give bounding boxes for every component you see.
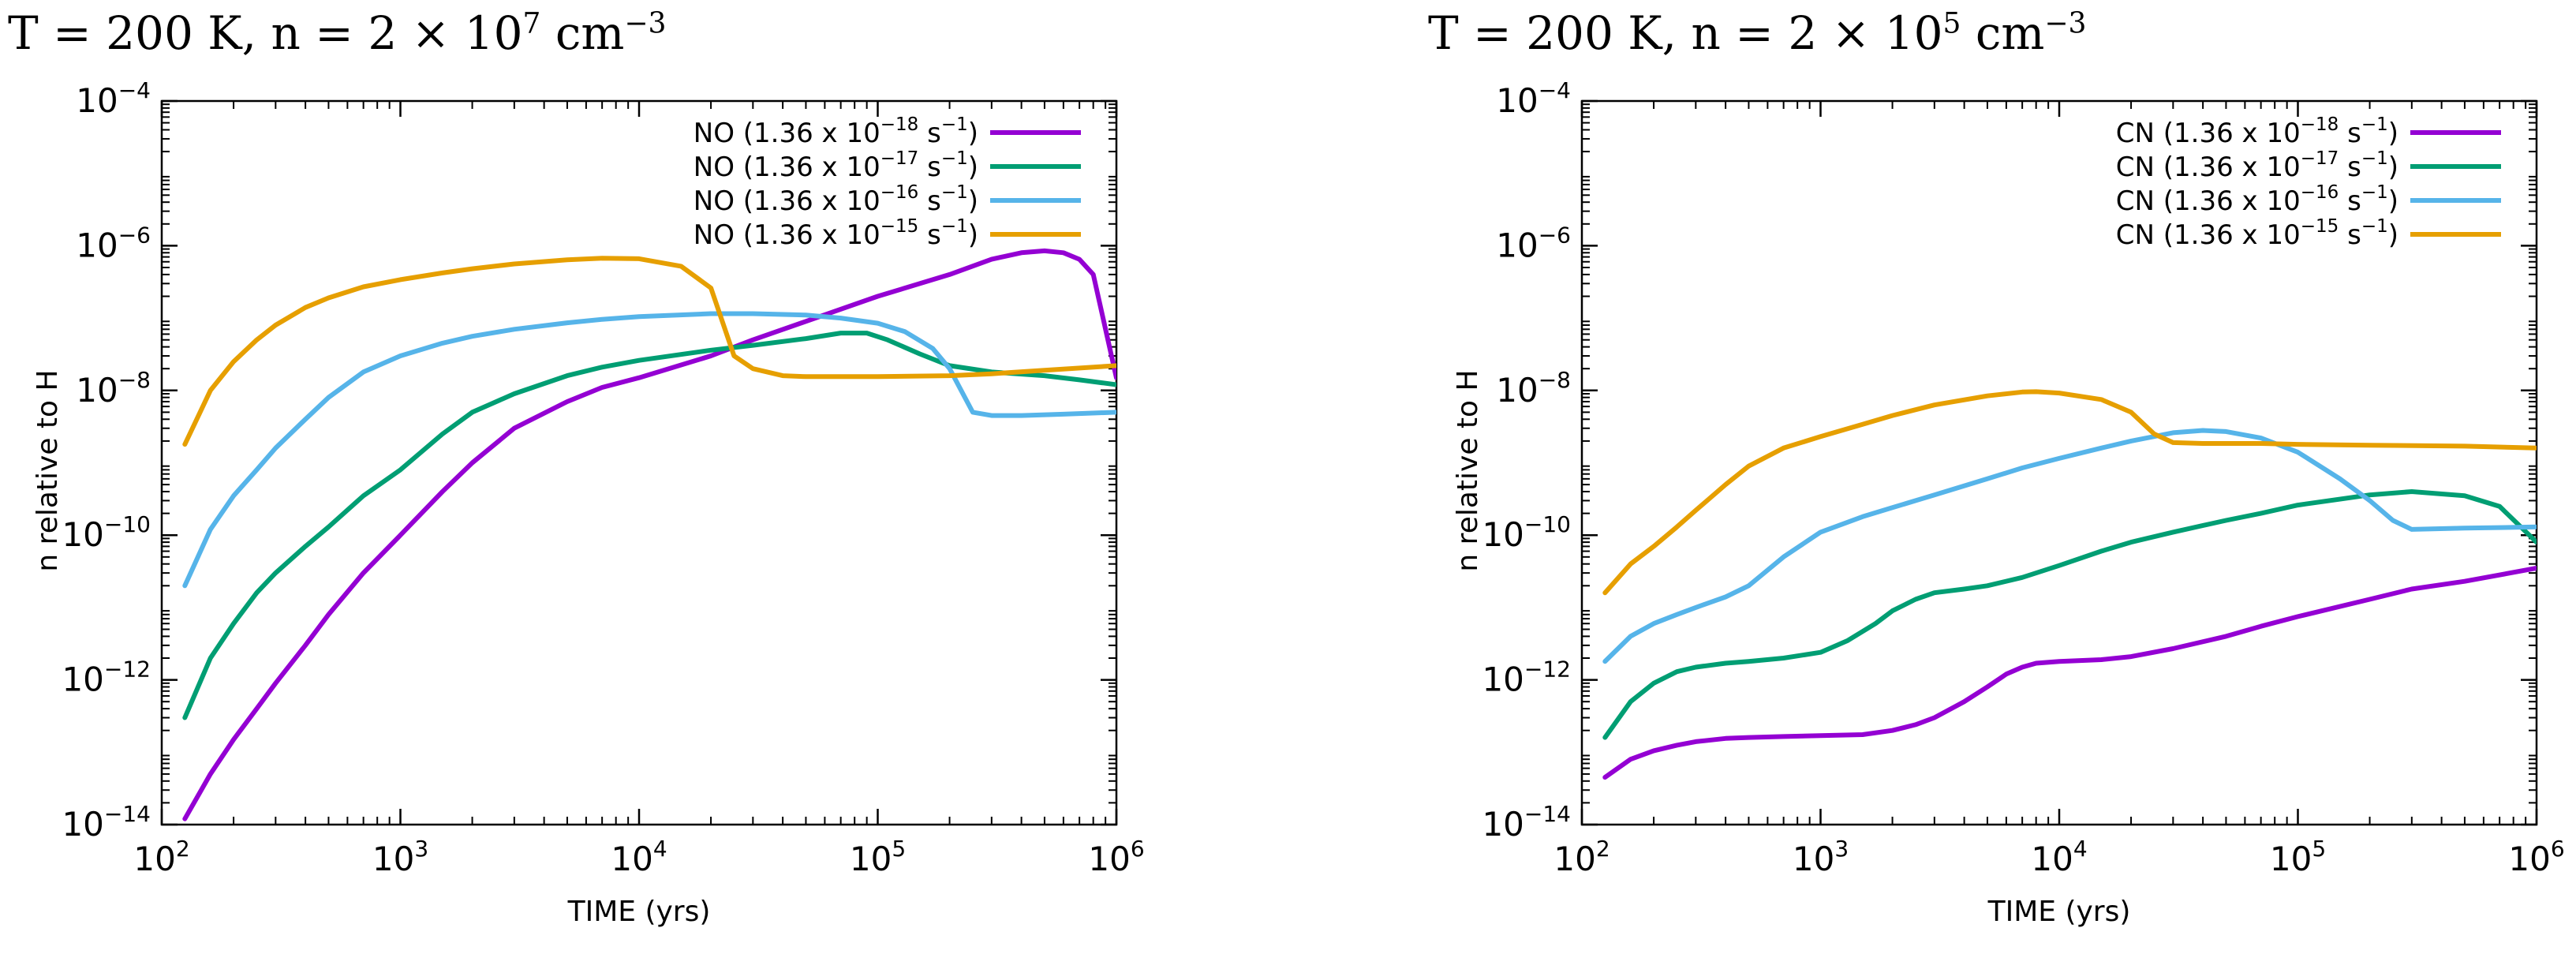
x-tick-label: 104	[611, 836, 667, 878]
series-line-3	[1602, 389, 2537, 596]
legend-label-1: NO (1.36 x 10−17 s−1)	[694, 148, 978, 183]
series-line-2	[182, 311, 1116, 589]
y-tick-label: 10−14	[1482, 801, 1571, 844]
chart-panel-right: T = 200 K, n = 2 × 105 cm−3 102 103 104 105…	[1420, 0, 2576, 954]
y-tick-label: 10−6	[1496, 222, 1571, 264]
chart-panel-left: T = 200 K, n = 2 × 107 cm−3 102 103 104 105…	[0, 0, 1262, 954]
x-tick-label: 106	[2508, 836, 2564, 878]
series-line-0	[1602, 566, 2537, 780]
legend-label-0: NO (1.36 x 10−18 s−1)	[694, 114, 978, 149]
x-tick-label: 105	[850, 836, 906, 878]
y-tick-label: 10−4	[1496, 77, 1571, 120]
series-line-3	[182, 256, 1116, 447]
x-axis-label: TIME (yrs)	[1987, 896, 2131, 928]
x-tick-label: 104	[2031, 836, 2087, 878]
legend-label-3: CN (1.36 x 10−15 s−1)	[2116, 216, 2398, 251]
legend-label-2: NO (1.36 x 10−16 s−1)	[694, 182, 978, 217]
y-tick-label: 10−14	[62, 801, 151, 844]
y-tick-label: 10−6	[76, 222, 151, 264]
y-tick-label: 10−10	[1482, 511, 1571, 554]
legend-label-2: CN (1.36 x 10−16 s−1)	[2116, 182, 2398, 217]
chart-svg-right: 102 103 104 105 106 10−4 10−6 10−8 10−10 10−12 10−…	[1452, 77, 2565, 928]
x-tick-label: 102	[1553, 836, 1610, 878]
x-tick-label: 105	[2270, 836, 2326, 878]
y-axis-label: n relative to H	[32, 369, 64, 571]
series-line-1	[1602, 489, 2537, 740]
x-axis-label: TIME (yrs)	[567, 896, 711, 928]
x-tick-label: 106	[1088, 836, 1144, 878]
series-line-2	[1602, 428, 2537, 664]
y-tick-label: 10−10	[62, 511, 151, 554]
chart-title-right: T = 200 K, n = 2 × 105 cm−3	[1428, 6, 2087, 60]
y-tick-label: 10−12	[1482, 657, 1571, 699]
series-line-0	[182, 248, 1116, 821]
y-axis-label: n relative to H	[1452, 369, 1484, 571]
x-tick-label: 102	[133, 836, 189, 878]
x-tick-label: 103	[372, 836, 428, 878]
y-tick-label: 10−8	[1496, 367, 1571, 410]
legend-label-3: NO (1.36 x 10−15 s−1)	[694, 216, 978, 251]
series-line-1	[182, 331, 1116, 720]
chart-svg-left: 102 103 104 105 106 10−4 10−6 10−8 10−10 10−12 10−…	[32, 77, 1145, 928]
y-tick-label: 10−4	[76, 77, 151, 120]
x-tick-label: 103	[1793, 836, 1849, 878]
chart-title-left: T = 200 K, n = 2 × 107 cm−3	[8, 6, 667, 60]
y-tick-label: 10−8	[76, 367, 151, 410]
y-tick-label: 10−12	[62, 657, 151, 699]
legend-label-1: CN (1.36 x 10−17 s−1)	[2116, 148, 2398, 183]
legend-label-0: CN (1.36 x 10−18 s−1)	[2116, 114, 2398, 149]
